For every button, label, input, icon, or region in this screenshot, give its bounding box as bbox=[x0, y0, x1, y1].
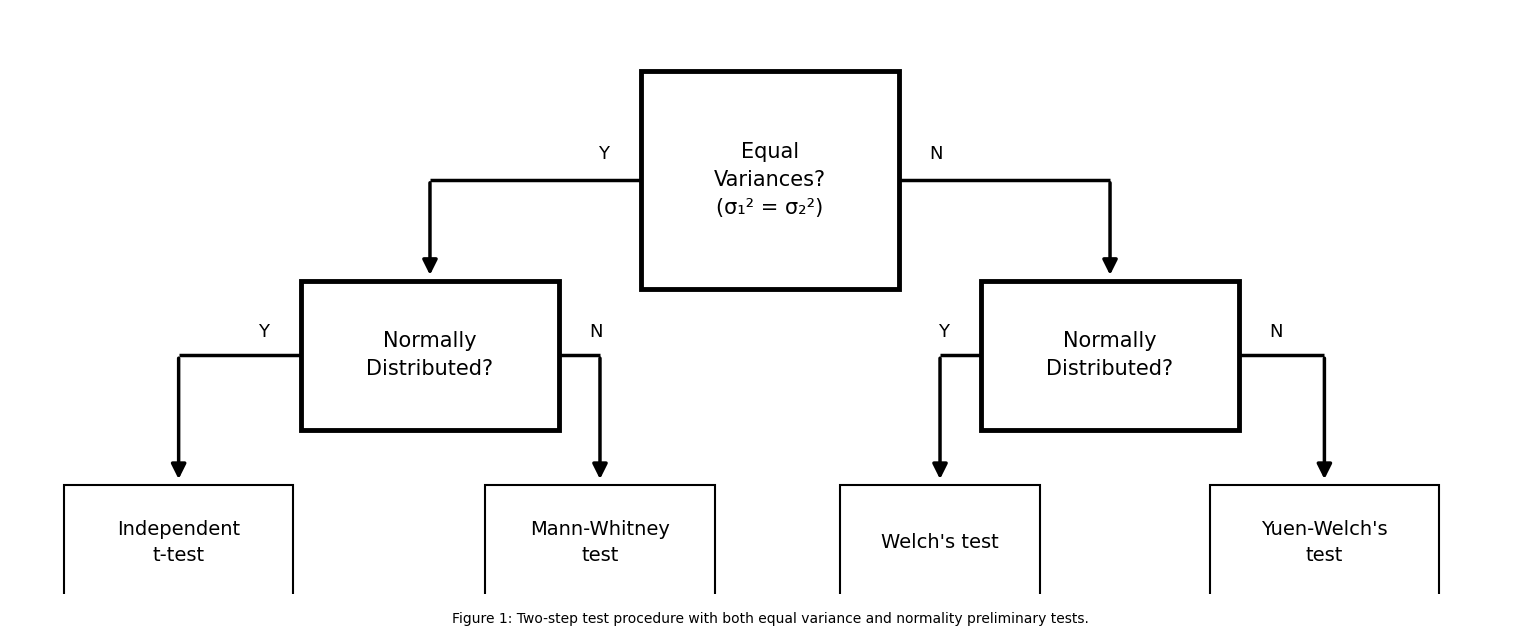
FancyBboxPatch shape bbox=[485, 485, 715, 600]
Text: Y: Y bbox=[259, 324, 270, 341]
Text: N: N bbox=[930, 145, 942, 163]
Text: Yuen-Welch's
test: Yuen-Welch's test bbox=[1261, 520, 1388, 565]
Text: Normally
Distributed?: Normally Distributed? bbox=[367, 331, 493, 379]
Text: Y: Y bbox=[598, 145, 610, 163]
FancyBboxPatch shape bbox=[1210, 485, 1438, 600]
Text: Welch's test: Welch's test bbox=[881, 533, 999, 552]
FancyBboxPatch shape bbox=[641, 71, 899, 289]
Text: Independent
t-test: Independent t-test bbox=[117, 520, 240, 565]
Text: Mann-Whitney
test: Mann-Whitney test bbox=[530, 520, 670, 565]
FancyBboxPatch shape bbox=[300, 281, 559, 430]
FancyBboxPatch shape bbox=[841, 485, 1040, 600]
Text: Equal
Variances?
(σ₁² = σ₂²): Equal Variances? (σ₁² = σ₂²) bbox=[715, 142, 825, 218]
Text: Figure 1: Two-step test procedure with both equal variance and normality prelimi: Figure 1: Two-step test procedure with b… bbox=[451, 612, 1089, 626]
Text: Y: Y bbox=[938, 324, 949, 341]
Text: Normally
Distributed?: Normally Distributed? bbox=[1047, 331, 1173, 379]
FancyBboxPatch shape bbox=[65, 485, 293, 600]
FancyBboxPatch shape bbox=[981, 281, 1240, 430]
Text: N: N bbox=[1269, 324, 1283, 341]
Text: N: N bbox=[590, 324, 604, 341]
